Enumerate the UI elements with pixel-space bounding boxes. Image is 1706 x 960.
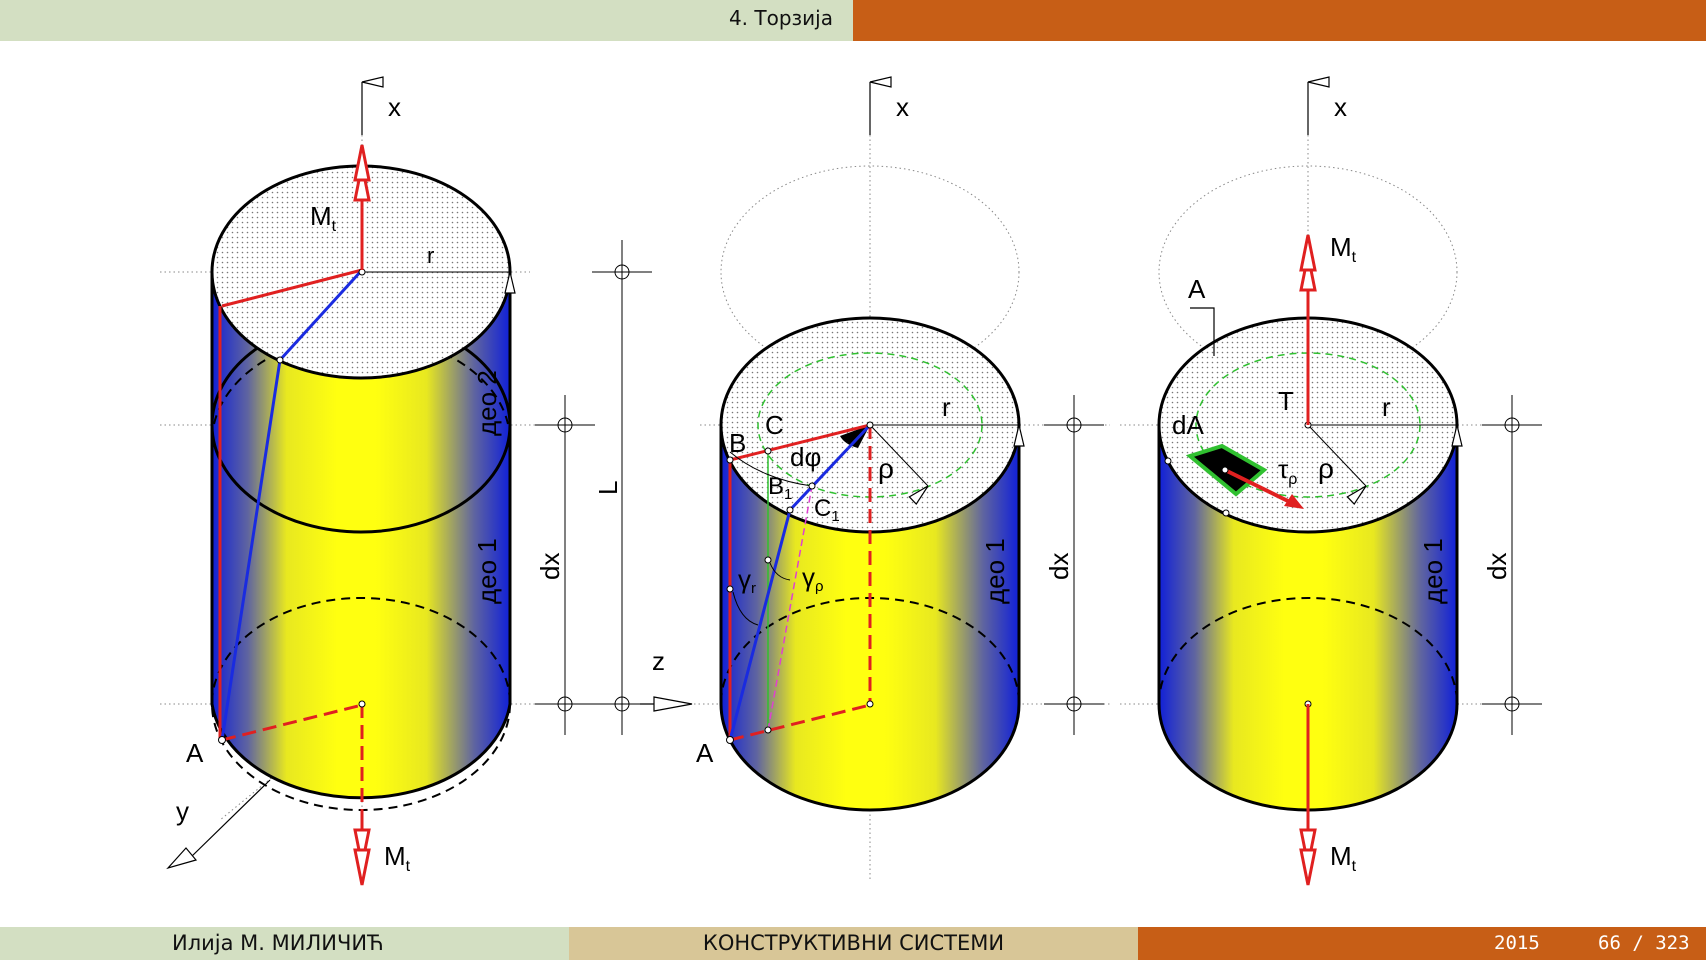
part-1-label-2: део 1 <box>980 538 1010 604</box>
dphi-wedge <box>840 425 870 448</box>
radius-label-2: r <box>942 392 951 422</box>
dphi-label: dφ <box>790 442 821 472</box>
panel-2: x z r ρ A B C B1 C1 dφ γr γρ део 1 dx <box>640 76 1110 880</box>
edge-marker <box>1164 457 1172 465</box>
center-marker-bottom <box>358 700 366 708</box>
moment-label-bottom-3: Mt <box>1330 841 1357 875</box>
header-section-area: 4. Торзија <box>0 0 853 41</box>
y-axis-line <box>189 779 271 859</box>
point-a-label: A <box>186 738 204 768</box>
dimension-dx-3 <box>1482 395 1542 735</box>
edge-marker-2 <box>1222 509 1230 517</box>
gamma-r-label: γr <box>738 564 756 597</box>
tau-label: τρ <box>1278 454 1297 488</box>
footer-course-area: КОНСТРУКТИВНИ СИСТЕМИ <box>569 927 1138 960</box>
cylinder-body-3 <box>1157 423 1459 812</box>
point-c1-label: C1 <box>814 495 840 525</box>
guide-lines-3 <box>1120 135 1540 880</box>
dimension-dx <box>535 395 595 735</box>
red-dashed-radius <box>221 703 363 742</box>
dimension-l <box>592 240 652 735</box>
point-c-label: C <box>765 410 784 440</box>
arc-b-c <box>729 451 813 487</box>
point-b1-label: B1 <box>768 473 792 503</box>
gamma-rho-arc <box>769 562 791 581</box>
magenta-generatrix <box>767 485 813 731</box>
tau-arrowhead <box>1284 494 1304 509</box>
x-axis-label-3: x <box>1334 92 1347 122</box>
torsion-diagram: x Mt r A y Mt део 2 део 1 dx L <box>160 76 1542 886</box>
tau-vector <box>1224 468 1297 507</box>
part-2-label: део 2 <box>472 370 502 436</box>
moment-label-top: Mt <box>310 201 337 235</box>
l-label: L <box>593 481 623 495</box>
z-axis-arrowhead <box>653 696 693 712</box>
dx-label-3: dx <box>1482 553 1512 580</box>
dimension-dx-2 <box>1044 395 1104 735</box>
moment-arrow-top-3 <box>1299 234 1317 425</box>
dx-label: dx <box>535 553 565 580</box>
point-a-marker <box>218 736 226 744</box>
moment-label-top-3: Mt <box>1330 232 1357 266</box>
red-dashed-radius-2 <box>729 703 871 742</box>
footer-author-area: Илија М. МИЛИЧИЋ <box>0 927 569 960</box>
da-marker <box>1221 466 1229 474</box>
radius-label-3: r <box>1382 392 1391 422</box>
area-leader <box>1190 307 1215 356</box>
y-axis-label: y <box>176 796 189 826</box>
footer-bar: Илија М. МИЛИЧИЋ КОНСТРУКТИВНИ СИСТЕМИ 2… <box>0 927 1706 960</box>
x-axis-label: x <box>388 92 401 122</box>
moment-label-bottom: Mt <box>384 841 411 875</box>
y-axis-arrowhead <box>166 847 198 870</box>
x-axis-label-2: x <box>896 92 909 122</box>
footer-meta-area: 2015 66 / 323 <box>1138 927 1706 960</box>
z-axis-label: z <box>652 646 665 676</box>
gamma-rho-label: γρ <box>802 562 824 595</box>
rho-label: ρ <box>878 453 894 484</box>
footer-course[interactable]: КОНСТРУКТИВНИ СИСТЕМИ <box>702 931 1005 955</box>
da-label: dA <box>1172 410 1204 440</box>
header-bar: 4. Торзија <box>0 0 1706 41</box>
point-marker <box>276 356 284 364</box>
footer-year: 2015 <box>1494 932 1540 954</box>
red-radius <box>221 268 363 308</box>
footer-page-number[interactable]: 66 / 323 <box>1598 932 1690 954</box>
area-label: A <box>1188 274 1206 304</box>
radius-label: r <box>427 243 434 268</box>
gamma-r-arc <box>732 591 759 626</box>
point-markers-2 <box>726 421 874 744</box>
header-accent <box>853 0 1706 41</box>
moment-arrow-bottom <box>353 810 371 886</box>
header-section-title[interactable]: 4. Торзија <box>728 6 833 30</box>
point-b-label: B <box>729 428 746 458</box>
rho-line-3 <box>1307 424 1367 506</box>
dx-label-2: dx <box>1044 553 1074 580</box>
footer-author[interactable]: Илија М. МИЛИЧИЋ <box>172 931 384 955</box>
red-radius-2 <box>729 423 871 462</box>
point-a-label-2: A <box>696 738 714 768</box>
panel-1: x Mt r A y Mt део 2 део 1 dx L <box>160 76 652 886</box>
rho-label-3: ρ <box>1318 453 1334 484</box>
rho-line <box>869 424 929 506</box>
panel-3: x Mt Mt A dA T r ρ τρ део 1 dx <box>1120 76 1542 886</box>
part-1-label: део 1 <box>472 538 502 604</box>
bottom-hidden-arc-3 <box>1158 597 1458 705</box>
centroid-label: T <box>1278 386 1294 416</box>
moment-arrow-top <box>353 144 371 270</box>
part-1-label-3: део 1 <box>1418 538 1448 604</box>
cylinder-body <box>210 270 512 800</box>
